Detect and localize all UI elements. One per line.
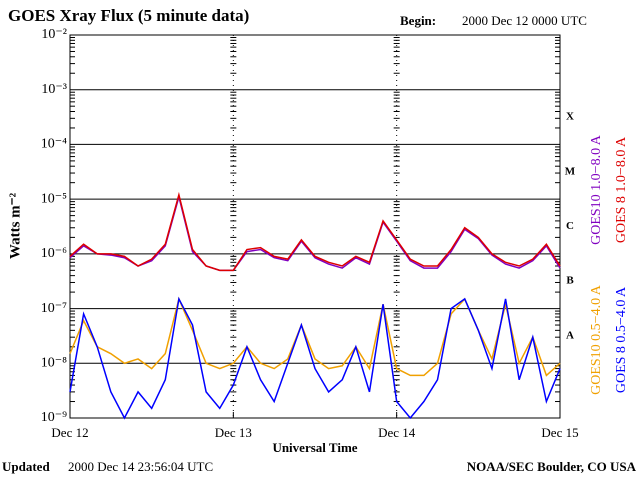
legend-entry: GOES 8 0.5−4.0 A — [614, 286, 629, 393]
series-line — [69, 296, 561, 377]
y-tick-label: 10⁻² — [41, 27, 67, 42]
y-tick-label: 10⁻⁹ — [41, 410, 67, 425]
x-tick-label: Dec 14 — [378, 425, 416, 440]
flare-class: A — [566, 329, 574, 341]
y-axis-label: Watts m⁻² — [7, 192, 23, 259]
x-tick-label: Dec 13 — [215, 425, 252, 440]
series-line — [69, 191, 561, 272]
series-line — [69, 193, 561, 272]
updated-value: 2000 Dec 14 23:56:04 UTC — [68, 459, 213, 474]
flare-class: C — [566, 220, 574, 232]
legend-entry: GOES10 1.0−8.0 A — [589, 134, 604, 245]
source: NOAA/SEC Boulder, CO USA — [467, 459, 637, 474]
flare-class: X — [566, 111, 574, 123]
series-line — [69, 296, 561, 420]
y-tick-label: 10⁻⁷ — [41, 301, 67, 316]
chart-title: GOES Xray Flux (5 minute data) — [8, 6, 249, 25]
y-tick-label: 10⁻⁸ — [41, 356, 67, 371]
y-tick-label: 10⁻⁴ — [41, 137, 67, 152]
legend-entry: GOES 8 1.0−8.0 A — [614, 136, 629, 243]
x-tick-label: Dec 12 — [51, 425, 88, 440]
begin-value: 2000 Dec 12 0000 UTC — [462, 13, 587, 28]
y-tick-label: 10⁻⁶ — [41, 246, 67, 261]
legend-entry: GOES10 0.5−4.0 A — [589, 284, 604, 395]
x-tick-label: Dec 15 — [541, 425, 578, 440]
y-tick-label: 10⁻³ — [41, 82, 67, 97]
plot-frame — [69, 34, 561, 419]
updated-label: Updated — [2, 459, 50, 474]
flare-class: B — [566, 275, 574, 287]
begin-label: Begin: — [400, 13, 436, 28]
flare-class: M — [565, 165, 576, 177]
y-tick-label: 10⁻⁵ — [41, 191, 67, 206]
x-axis-label: Universal Time — [272, 440, 357, 455]
